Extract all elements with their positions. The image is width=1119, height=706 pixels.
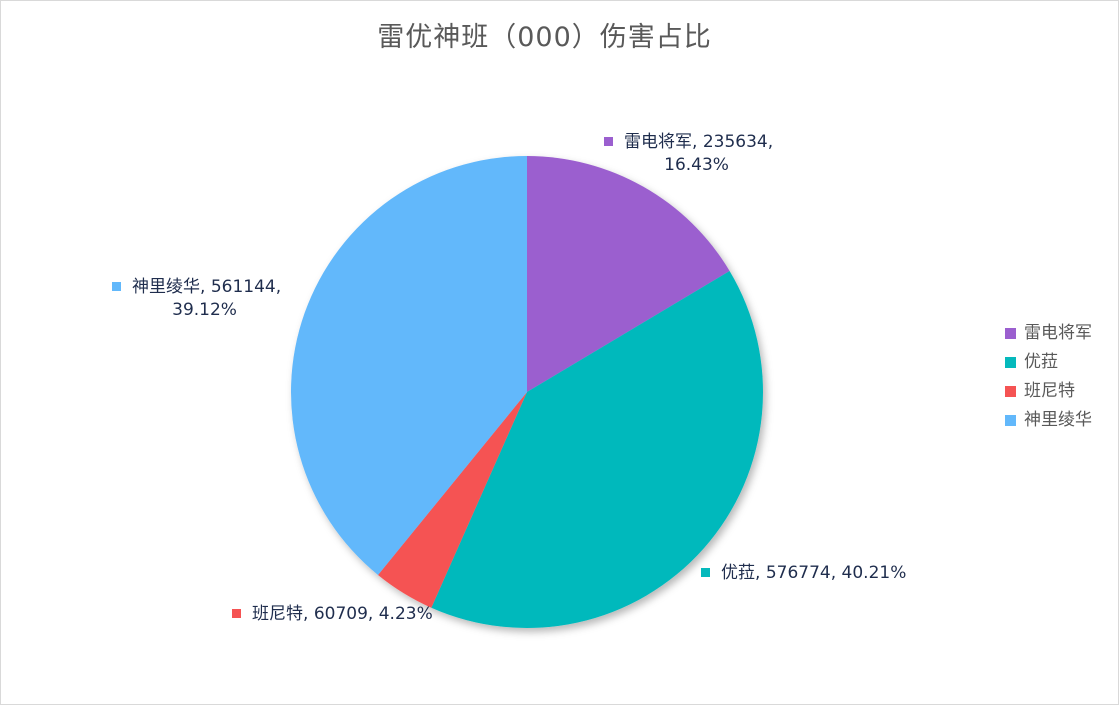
label-name: 雷电将军: [624, 132, 692, 152]
pie-slice-ayaka[interactable]: [291, 156, 527, 576]
legend-label: 雷电将军: [1024, 323, 1092, 343]
chart-title: 雷优神班（000）伤害占比: [377, 22, 712, 53]
label-percent: 39.12%: [172, 300, 237, 320]
label-value: 576774: [765, 563, 831, 583]
label-swatch: [701, 568, 710, 577]
label-value: 561144: [210, 277, 276, 297]
label-value: 235634: [702, 132, 768, 152]
legend: 雷电将军 优菈 班尼特 神里绫华: [1005, 319, 1092, 435]
legend-item[interactable]: 班尼特: [1005, 377, 1092, 406]
legend-label: 班尼特: [1024, 381, 1075, 401]
legend-label: 优菈: [1024, 352, 1058, 372]
legend-label: 神里绫华: [1024, 410, 1092, 430]
label-value: 60709: [313, 604, 368, 624]
label-swatch: [112, 282, 121, 291]
label-name: 班尼特: [252, 604, 303, 624]
label-name: 优菈: [721, 563, 755, 583]
pie-slice-eula[interactable]: [431, 270, 764, 628]
data-label-raiden: 雷电将军, 235634, 16.43%: [604, 131, 773, 177]
label-percent: 40.21%: [841, 563, 907, 583]
legend-swatch: [1005, 357, 1016, 368]
pie-slice-raiden[interactable]: [527, 156, 730, 392]
legend-swatch: [1005, 415, 1016, 426]
label-percent: 4.23%: [378, 604, 433, 624]
data-label-eula: 优菈, 576774, 40.21%: [701, 562, 906, 585]
data-label-bennett: 班尼特, 60709, 4.23%: [232, 603, 433, 626]
pie-slice-bennett[interactable]: [377, 392, 527, 608]
legend-swatch: [1005, 328, 1016, 339]
label-name: 神里绫华: [132, 277, 200, 297]
legend-item[interactable]: 优菈: [1005, 348, 1092, 377]
legend-item[interactable]: 雷电将军: [1005, 319, 1092, 348]
data-label-ayaka: 神里绫华, 561144, 39.12%: [112, 276, 281, 322]
label-swatch: [232, 609, 241, 618]
label-swatch: [604, 137, 613, 146]
legend-item[interactable]: 神里绫华: [1005, 406, 1092, 435]
legend-swatch: [1005, 386, 1016, 397]
label-percent: 16.43%: [664, 155, 729, 175]
